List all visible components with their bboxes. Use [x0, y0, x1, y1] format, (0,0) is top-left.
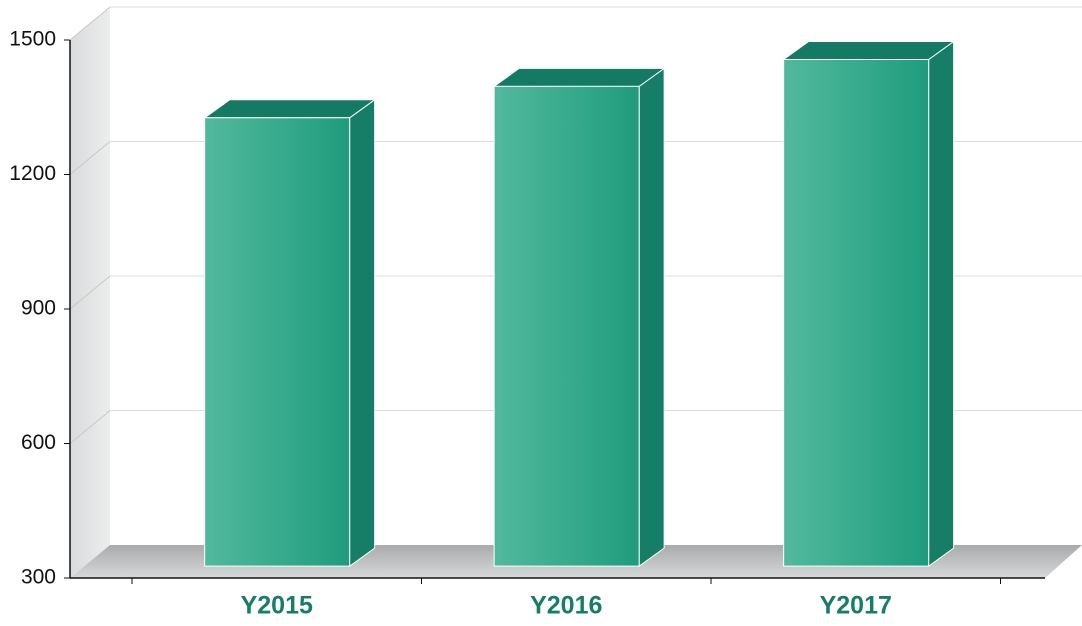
x-tick-label: Y2017 [820, 592, 892, 620]
bar [492, 67, 666, 568]
y-tick-label: 900 [21, 297, 56, 320]
y-tick-label: 600 [21, 431, 56, 454]
x-tick-label: Y2016 [530, 592, 602, 620]
bar-top [203, 99, 377, 119]
bar-side [349, 98, 376, 568]
y-tick-label: 1200 [9, 162, 56, 185]
bar [782, 40, 956, 568]
bar-front [204, 117, 351, 567]
grid-line [69, 141, 111, 175]
grid-line [69, 6, 111, 41]
bar-side [928, 40, 955, 568]
grid-line [69, 275, 111, 310]
bar-top [492, 67, 666, 87]
bar [203, 98, 377, 568]
bar-top [782, 41, 956, 61]
y-tick-label: 300 [21, 566, 56, 589]
grid-line [69, 410, 111, 444]
y-tick-label: 1500 [9, 28, 56, 51]
bar-front [783, 59, 930, 567]
bar-side [638, 67, 665, 568]
bar-front [493, 85, 640, 567]
x-tick-label: Y2015 [241, 592, 313, 620]
